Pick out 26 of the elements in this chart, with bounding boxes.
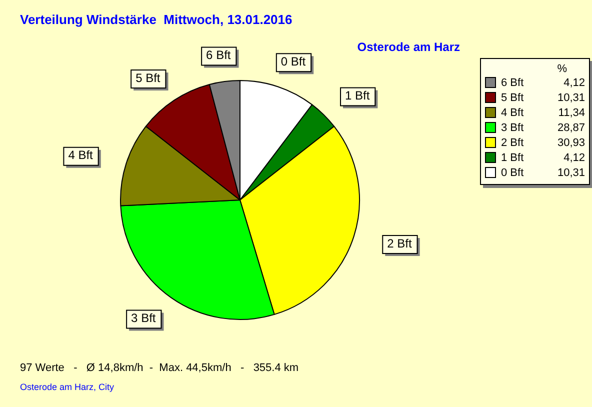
legend-label: 5 Bft xyxy=(501,92,525,104)
legend-label: 1 Bft xyxy=(501,152,525,164)
slice-label: 1 Bft xyxy=(345,88,370,103)
slice-label: 3 Bft xyxy=(131,311,156,326)
data-label: 28,87 xyxy=(556,122,585,134)
text: Osterode am Harz, City xyxy=(20,382,114,392)
slice-label: 0 Bft xyxy=(280,54,306,68)
legend-label: 0 Bft xyxy=(501,166,525,178)
legend-label: 4 Bft xyxy=(501,106,525,118)
data-label: 4,12 xyxy=(562,152,585,164)
slice-label: 4 Bft xyxy=(68,148,94,162)
data-label: 10,31 xyxy=(556,92,585,104)
data-label: 10,31 xyxy=(556,166,585,178)
data-label: 4,12 xyxy=(562,76,585,88)
slice-label: 2 Bft xyxy=(387,236,412,250)
text: 97 Werte - Ø 14,8km/h - Max. 44,5km/h - 355.4 km xyxy=(20,362,299,374)
legend-title: % xyxy=(556,63,568,75)
data-label: 11,34 xyxy=(557,106,585,118)
legend-label: 3 Bft xyxy=(501,122,525,134)
chart-subtitle: Osterode am Harz xyxy=(356,40,460,54)
data-label: 30,93 xyxy=(556,136,585,148)
slice-label: 6 Bft xyxy=(206,48,232,62)
slice-label: 5 Bft xyxy=(136,70,161,85)
legend-label: 6 Bft xyxy=(501,76,525,88)
legend-label: 2 Bft xyxy=(501,136,525,148)
chart-title: Verteilung Windstärke Mittwoch, 13.01.2016 xyxy=(20,12,292,27)
